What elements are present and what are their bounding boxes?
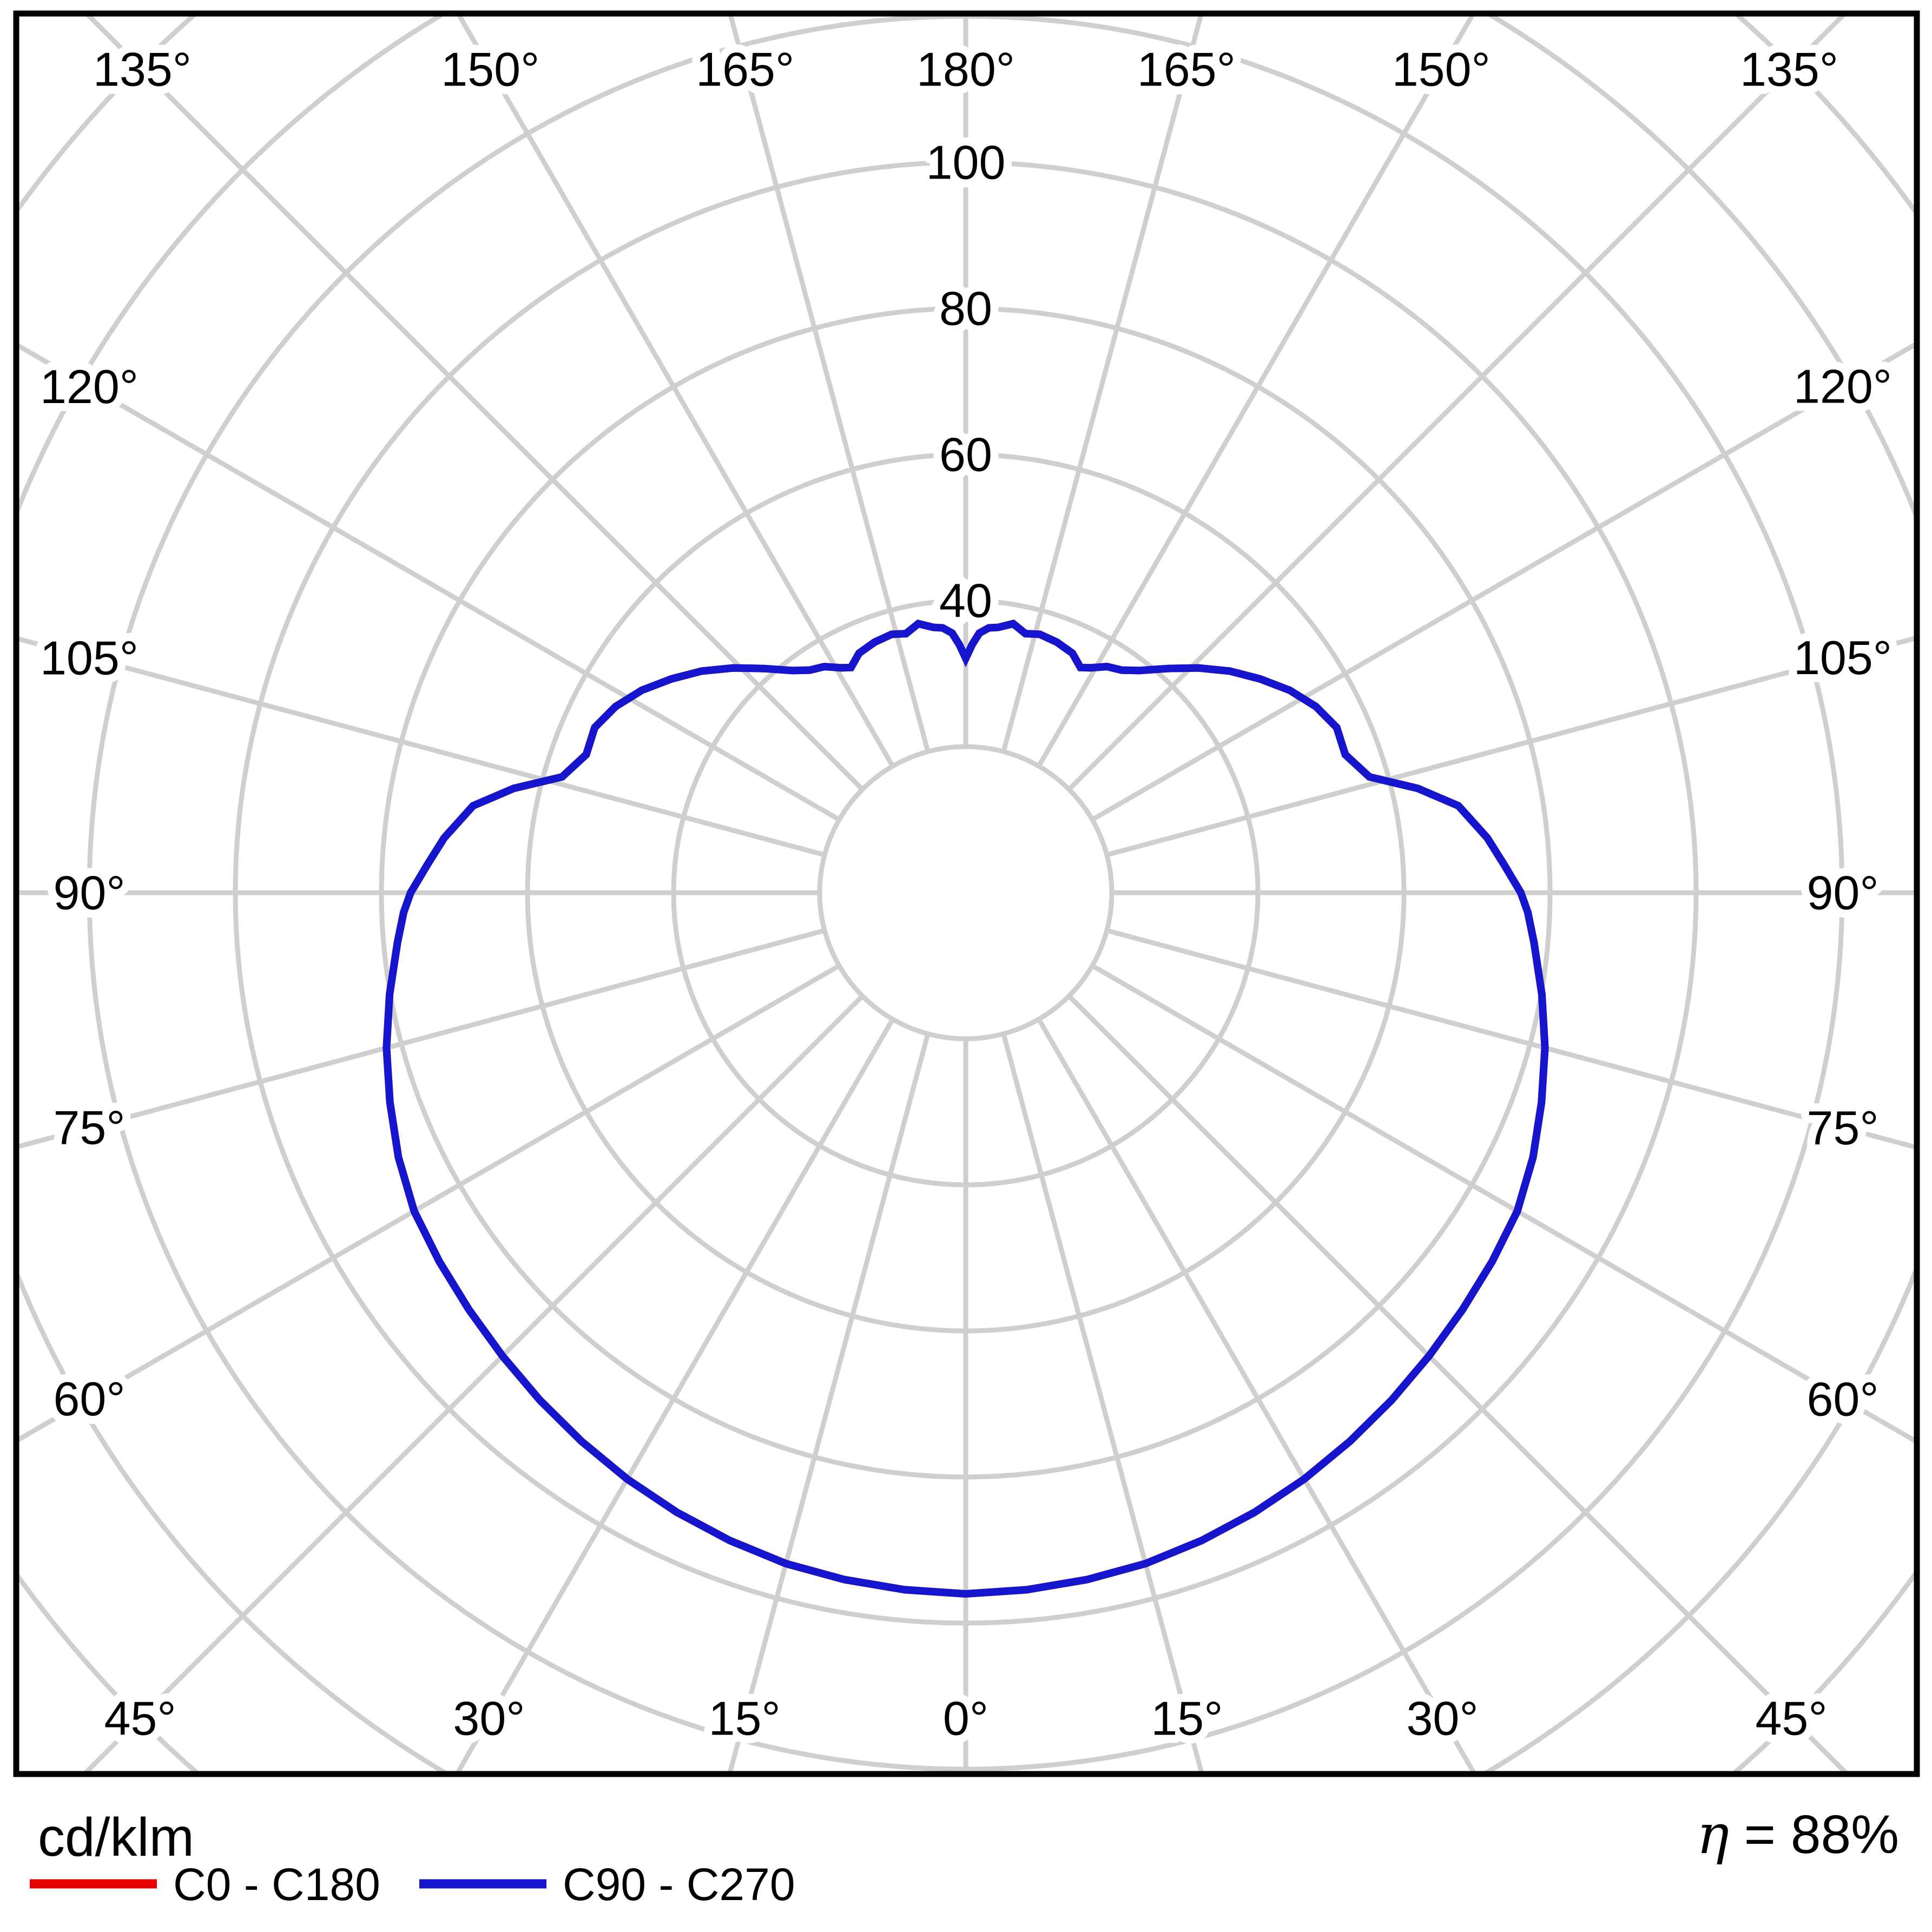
angle-label-180: 180° [916, 43, 1015, 96]
spoke-line-75 [16, 928, 826, 1150]
angle-label-15-left: 15° [709, 1692, 781, 1745]
angle-label-75-left: 75° [53, 1101, 125, 1155]
spoke-line-30 [454, 1018, 895, 1774]
angle-label-120-left: 120° [40, 360, 139, 413]
angle-label-150-right: 150° [1392, 43, 1491, 96]
radial-tick-label-100: 100 [926, 136, 1006, 189]
units-label: cd/klm [38, 1807, 194, 1868]
radial-tick-label-40: 40 [939, 574, 992, 628]
angle-label-30-right: 30° [1406, 1692, 1478, 1745]
spoke-line-285 [1106, 928, 1917, 1150]
radial-tick-label-80: 80 [939, 282, 992, 335]
angle-label-105-right: 105° [1793, 631, 1892, 684]
legend-label-c0-c180: C0 - C180 [173, 1859, 380, 1910]
angle-label-90-left: 90° [53, 866, 125, 920]
spoke-line-225 [1067, 14, 1849, 792]
chart-frame [13, 10, 1920, 1777]
spoke-line-60 [16, 964, 841, 1444]
angle-label-120-right: 120° [1793, 360, 1892, 413]
spoke-line-15 [727, 1033, 931, 1774]
angle-label-45-right: 45° [1755, 1692, 1827, 1745]
spoke-line-105 [16, 636, 826, 858]
legend-item-c90-c270: C90 - C270 [419, 1859, 795, 1910]
angle-label-15-right: 15° [1151, 1692, 1223, 1745]
angle-label-165-left: 165° [696, 43, 794, 96]
spoke-line-300 [1091, 964, 1917, 1445]
curves [383, 619, 1549, 1598]
spoke-line-330 [1037, 1018, 1478, 1774]
angle-label-105-left: 105° [40, 631, 139, 684]
spoke-line-135 [83, 14, 865, 792]
legend-label-c90-c270: C90 - C270 [563, 1859, 795, 1910]
spoke-line-345 [1001, 1033, 1205, 1774]
spoke-line-315 [1067, 994, 1851, 1774]
angle-label-60-right: 60° [1806, 1372, 1878, 1426]
curve-c90-c270 [383, 619, 1549, 1598]
angle-label-75-right: 75° [1806, 1101, 1878, 1155]
angle-label-90-right: 90° [1806, 866, 1878, 920]
radial-tick-label-60: 60 [939, 428, 992, 482]
angle-label-60-left: 60° [53, 1372, 125, 1426]
angle-label-0: 0° [943, 1692, 988, 1745]
legend: cd/klm C0 - C180 C90 - C270 η = 88% [30, 1803, 1899, 1910]
spoke-line-210 [1037, 14, 1476, 768]
angle-label-165-right: 165° [1137, 43, 1236, 96]
angle-label-135-right: 135° [1740, 43, 1838, 96]
axis-labels: 40 60 80 100 0° 15° 15° 30° 30° 45° 45° 60° 60° 75° 75… [32, 35, 1900, 1753]
legend-item-c0-c180: C0 - C180 [30, 1859, 380, 1910]
spoke-line-45 [81, 994, 865, 1774]
spoke-line-165 [727, 14, 931, 753]
spoke-line-195 [1001, 14, 1204, 753]
efficiency-label: η = 88% [1697, 1803, 1899, 1866]
angle-label-30-left: 30° [453, 1692, 525, 1745]
angle-label-150-left: 150° [441, 43, 539, 96]
spoke-line-255 [1106, 635, 1917, 858]
spoke-line-150 [455, 14, 895, 768]
spoke-line-120 [16, 341, 841, 822]
angle-label-135-left: 135° [93, 43, 192, 96]
spoke-line-240 [1091, 340, 1917, 822]
angle-label-45-left: 45° [104, 1692, 176, 1745]
